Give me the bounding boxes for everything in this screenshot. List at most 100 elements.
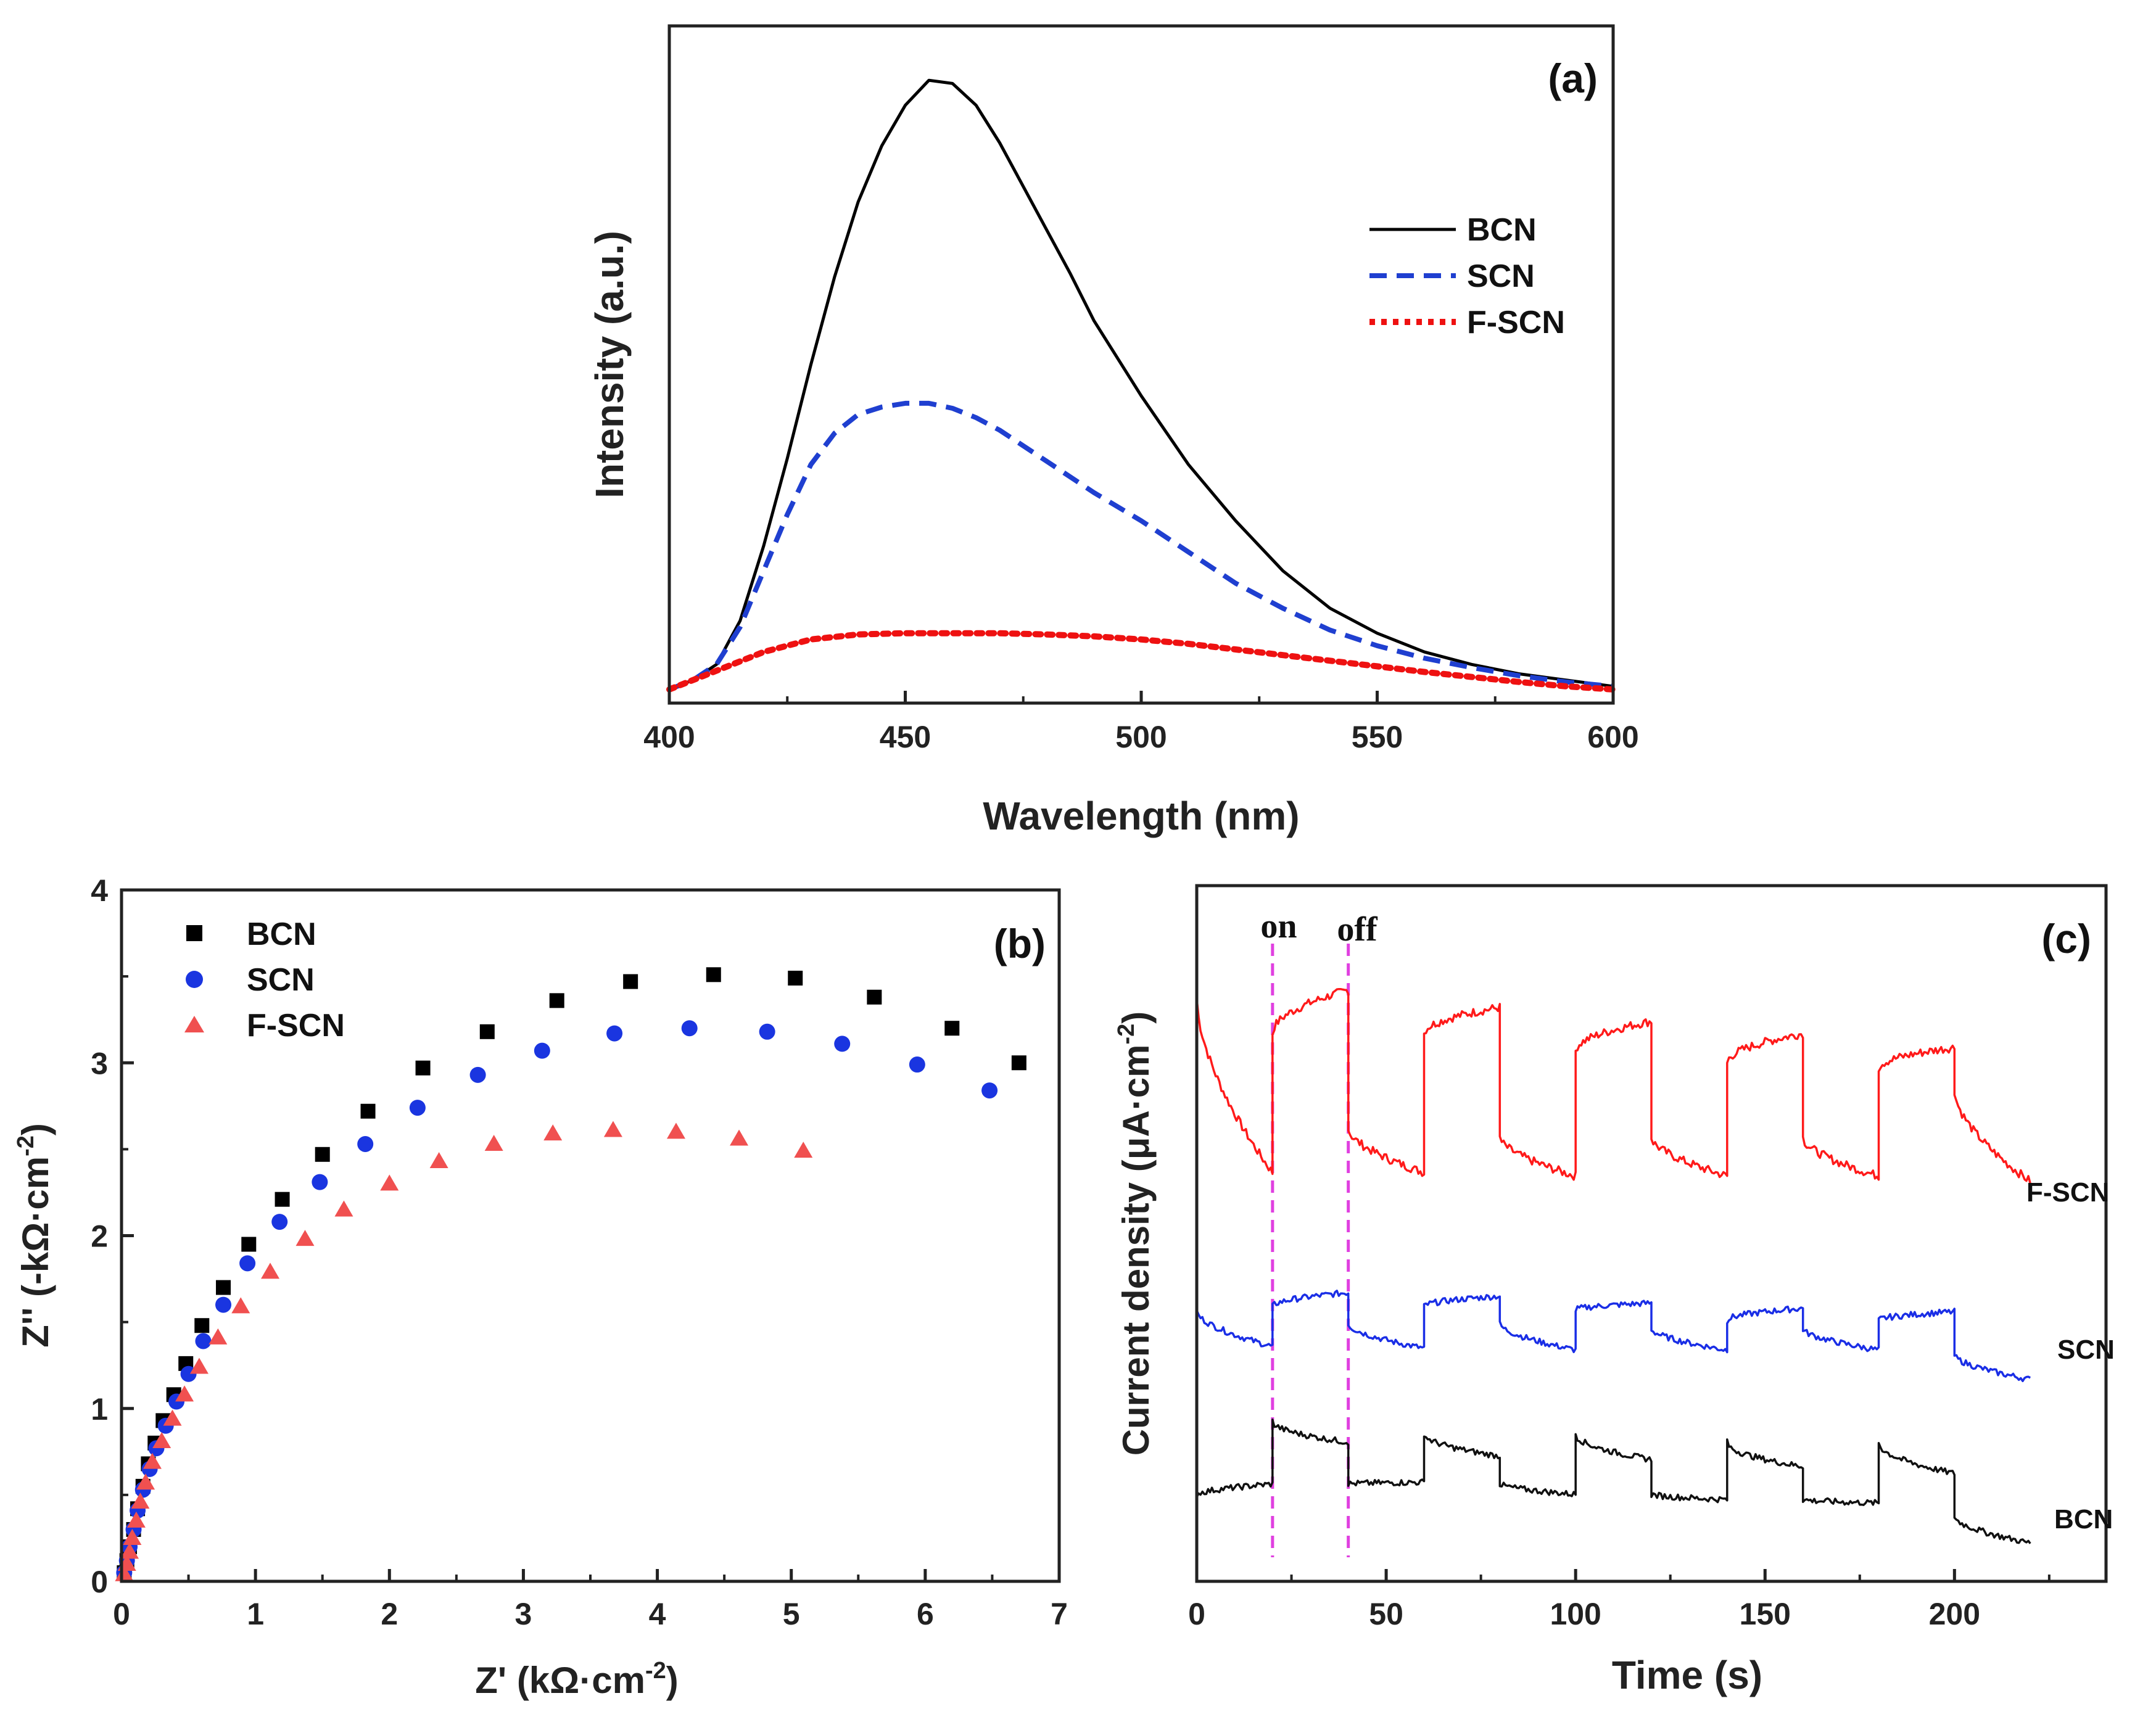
panel-c-y-axis-title-end: ) xyxy=(1115,1011,1157,1024)
x-tick-label-a-400: 400 xyxy=(643,720,695,754)
x-tick-label-b-3: 3 xyxy=(515,1597,532,1631)
y-tick-label-b-0: 0 xyxy=(91,1565,108,1599)
panel-b-y-axis-title-end: ) xyxy=(15,1123,56,1135)
panel-a-legend: BCN SCN F-SCN xyxy=(1369,212,1565,340)
panel-a-plot-area xyxy=(666,78,1616,693)
point-b-scn xyxy=(409,1100,426,1116)
panel-b-x-axis-title: Z' (kΩ·cm-2) xyxy=(475,1658,679,1701)
point-b-scn xyxy=(239,1255,256,1272)
legend-a-fscn-label: F-SCN xyxy=(1467,305,1565,340)
panel-b-y-axis-title: Z'' (-kΩ·cm-2) xyxy=(13,1123,56,1348)
point-b-bcn xyxy=(549,993,564,1008)
point-b-fscn xyxy=(123,1528,142,1545)
series-label-scn: SCN xyxy=(2057,1335,2115,1365)
point-b-fscn xyxy=(334,1200,353,1217)
legend-b-fscn-label: F-SCN xyxy=(247,1008,345,1044)
point-b-scn xyxy=(681,1020,698,1037)
legend-b-bcn-label: BCN xyxy=(247,916,316,952)
point-b-bcn xyxy=(1011,1055,1026,1071)
series-label-fscn: F-SCN xyxy=(2026,1177,2109,1208)
panel-c-y-axis-title-sup: -2 xyxy=(1113,1024,1139,1045)
x-tick-label-b-1: 1 xyxy=(247,1597,264,1631)
x-tick-label-a-550: 550 xyxy=(1352,720,1403,754)
point-b-scn xyxy=(469,1066,486,1083)
point-b-bcn xyxy=(706,967,721,982)
point-b-fscn xyxy=(231,1297,250,1314)
series-c-fscn xyxy=(1196,987,2031,1184)
panel-b-x-axis-title-main: Z' (kΩ·cm xyxy=(475,1660,645,1701)
panel-c-y-axis-title: Current density (μA·cm-2) xyxy=(1113,1011,1157,1456)
point-b-scn xyxy=(834,1036,851,1052)
point-b-fscn xyxy=(295,1230,315,1246)
series-c-bcn xyxy=(1196,1419,2031,1544)
point-b-fscn xyxy=(429,1151,448,1168)
panel-b-label: (b) xyxy=(994,921,1046,966)
point-b-fscn xyxy=(126,1511,146,1528)
point-b-scn xyxy=(981,1082,998,1099)
point-b-bcn xyxy=(623,974,638,989)
x-tick-label-c-200: 200 xyxy=(1929,1597,1980,1631)
point-b-fscn xyxy=(131,1493,150,1509)
panel-c-label: (c) xyxy=(2041,916,2091,962)
panel-b-x-axis-title-end: ) xyxy=(666,1660,679,1701)
point-b-bcn xyxy=(867,989,882,1005)
point-b-scn xyxy=(606,1025,623,1042)
point-b-bcn xyxy=(216,1280,231,1295)
x-tick-label-b-5: 5 xyxy=(783,1597,800,1631)
y-tick-label-b-1: 1 xyxy=(91,1392,108,1427)
point-b-bcn xyxy=(944,1021,960,1036)
point-b-fscn xyxy=(484,1134,503,1151)
point-b-bcn xyxy=(788,970,803,986)
y-tick-label-b-3: 3 xyxy=(91,1046,108,1081)
point-b-bcn xyxy=(415,1060,431,1076)
panel-b-y-axis-title-main: Z'' (-kΩ·cm xyxy=(15,1156,56,1348)
point-b-bcn xyxy=(479,1024,495,1039)
panel-a-y-axis-title: Intensity (a.u.) xyxy=(587,231,632,498)
panel-c-x-axis-title: Time (s) xyxy=(1612,1653,1762,1697)
x-tick-label-b-6: 6 xyxy=(917,1597,934,1631)
point-b-scn xyxy=(909,1056,925,1073)
x-tick-label-a-600: 600 xyxy=(1587,720,1638,754)
point-b-bcn xyxy=(194,1318,210,1333)
point-b-fscn xyxy=(189,1357,209,1374)
point-b-bcn xyxy=(315,1147,330,1162)
point-b-fscn xyxy=(209,1328,228,1345)
point-b-fscn xyxy=(115,1565,134,1581)
panel-a-x-ticks: 400 450 500 550 600 xyxy=(643,691,1639,754)
point-b-fscn xyxy=(794,1142,813,1158)
annotation-off: off xyxy=(1337,910,1378,949)
series-a-scn xyxy=(668,400,1614,692)
x-tick-label-b-7: 7 xyxy=(1051,1597,1068,1631)
legend-b-bcn-marker xyxy=(186,925,202,941)
point-b-scn xyxy=(195,1333,212,1349)
point-b-fscn xyxy=(261,1262,280,1279)
point-b-fscn xyxy=(175,1385,194,1402)
point-b-fscn xyxy=(603,1121,622,1137)
point-b-bcn xyxy=(275,1192,290,1207)
x-tick-label-b-4: 4 xyxy=(649,1597,666,1631)
point-b-fscn xyxy=(730,1129,749,1146)
point-b-bcn xyxy=(241,1237,257,1252)
x-tick-label-b-2: 2 xyxy=(381,1597,398,1631)
point-b-scn xyxy=(312,1174,328,1190)
panel-b-legend: BCN SCN F-SCN xyxy=(184,916,345,1044)
point-b-fscn xyxy=(120,1542,139,1559)
legend-a-scn-label: SCN xyxy=(1467,258,1535,294)
x-tick-label-c-0: 0 xyxy=(1188,1597,1205,1631)
panel-b-ticks: 0 1 2 3 4 5 6 7 0 1 2 3 4 xyxy=(91,873,1068,1631)
point-b-scn xyxy=(271,1214,288,1230)
panel-c-x-ticks: 0 50 100 150 200 xyxy=(1188,1569,2051,1631)
x-tick-label-b-0: 0 xyxy=(113,1597,130,1631)
panel-a-pl-spectra: 400 450 500 550 600 (a) Wavelength (nm) Inte… xyxy=(587,24,1639,838)
series-a-bcn xyxy=(669,78,1614,691)
panel-c-y-axis-title-main: Current density (μA·cm xyxy=(1115,1044,1157,1456)
point-b-bcn xyxy=(360,1103,376,1119)
y-tick-label-b-2: 2 xyxy=(91,1219,108,1254)
legend-b-scn-label: SCN xyxy=(247,962,315,998)
point-b-scn xyxy=(534,1042,550,1059)
panel-a-x-axis-title: Wavelength (nm) xyxy=(983,794,1299,838)
legend-b-fscn-marker xyxy=(184,1016,204,1032)
x-tick-label-c-100: 100 xyxy=(1550,1597,1601,1631)
series-label-bcn: BCN xyxy=(2054,1504,2113,1534)
